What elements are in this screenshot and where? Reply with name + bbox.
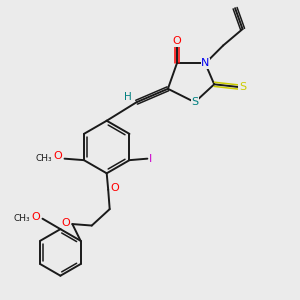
Text: N: N <box>201 58 209 68</box>
Text: S: S <box>239 82 246 92</box>
Text: CH₃: CH₃ <box>35 154 52 163</box>
Text: O: O <box>110 183 119 193</box>
Text: O: O <box>172 36 181 46</box>
Text: CH₃: CH₃ <box>13 214 30 223</box>
Text: O: O <box>54 151 62 161</box>
Text: H: H <box>124 92 132 102</box>
Text: O: O <box>61 218 70 228</box>
Text: I: I <box>149 154 153 164</box>
Text: S: S <box>191 97 198 107</box>
Text: O: O <box>32 212 40 222</box>
